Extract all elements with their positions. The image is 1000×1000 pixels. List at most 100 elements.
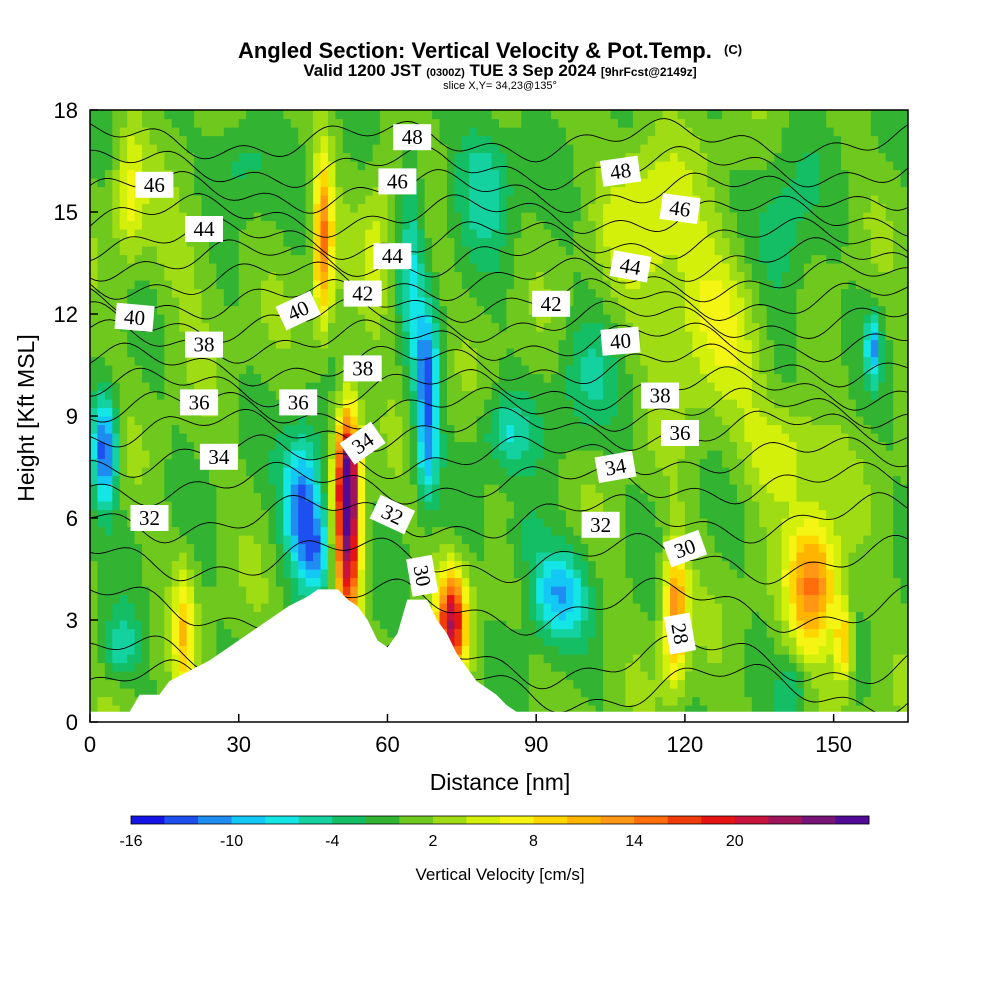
velocity-cell xyxy=(469,501,478,511)
velocity-cell xyxy=(476,433,485,443)
velocity-cell xyxy=(372,586,381,596)
velocity-cell xyxy=(751,620,760,630)
velocity-cell xyxy=(409,424,418,434)
velocity-cell xyxy=(97,560,106,570)
velocity-cell xyxy=(246,373,255,383)
velocity-cell xyxy=(580,450,589,460)
velocity-cell xyxy=(201,424,210,434)
velocity-cell xyxy=(446,441,455,451)
velocity-cell xyxy=(729,577,738,587)
velocity-cell xyxy=(513,492,522,502)
velocity-cell xyxy=(461,492,470,502)
velocity-cell xyxy=(841,399,850,409)
velocity-cell xyxy=(506,603,515,613)
velocity-cell xyxy=(692,637,701,647)
velocity-cell xyxy=(796,620,805,630)
velocity-cell xyxy=(342,518,351,528)
velocity-cell xyxy=(186,365,195,375)
velocity-cell xyxy=(870,577,879,587)
velocity-cell xyxy=(789,552,798,562)
velocity-cell xyxy=(878,356,887,366)
velocity-cell xyxy=(655,645,664,655)
velocity-cell xyxy=(127,526,136,536)
velocity-cell xyxy=(878,424,887,434)
velocity-cell xyxy=(632,671,641,681)
velocity-cell xyxy=(692,628,701,638)
velocity-cell xyxy=(491,475,500,485)
velocity-cell xyxy=(870,424,879,434)
velocity-cell xyxy=(417,526,426,536)
velocity-cell xyxy=(811,679,820,689)
velocity-cell xyxy=(238,373,247,383)
velocity-cell xyxy=(699,688,708,698)
velocity-cell xyxy=(632,365,641,375)
velocity-cell xyxy=(261,492,270,502)
velocity-cell xyxy=(625,628,634,638)
velocity-cell xyxy=(714,560,723,570)
velocity-cell xyxy=(617,586,627,596)
velocity-cell xyxy=(878,339,887,349)
velocity-cell xyxy=(789,518,798,528)
velocity-cell xyxy=(551,569,560,579)
velocity-cell xyxy=(841,688,850,698)
velocity-cell xyxy=(231,365,240,375)
velocity-cell xyxy=(662,339,671,349)
velocity-cell xyxy=(625,569,634,579)
velocity-cell xyxy=(491,518,500,528)
velocity-cell xyxy=(729,518,738,528)
velocity-cell xyxy=(387,356,396,366)
velocity-cell xyxy=(670,705,679,715)
velocity-cell xyxy=(127,552,136,562)
velocity-cell xyxy=(870,696,879,706)
velocity-cell xyxy=(833,552,842,562)
velocity-cell xyxy=(588,535,597,545)
velocity-cell xyxy=(380,603,389,613)
velocity-cell xyxy=(432,552,441,562)
velocity-cell xyxy=(565,467,574,477)
velocity-cell xyxy=(893,543,902,553)
velocity-cell xyxy=(818,399,827,409)
velocity-cell xyxy=(223,594,232,604)
velocity-cell xyxy=(275,484,284,494)
velocity-cell xyxy=(558,416,567,426)
velocity-cell xyxy=(543,356,552,366)
velocity-cell xyxy=(595,560,604,570)
velocity-cell xyxy=(543,458,552,468)
velocity-cell xyxy=(707,492,716,502)
velocity-cell xyxy=(350,492,359,502)
velocity-cell xyxy=(223,560,232,570)
velocity-cell xyxy=(223,399,232,409)
velocity-cell xyxy=(90,382,99,392)
velocity-cell xyxy=(142,467,151,477)
velocity-cell xyxy=(409,594,418,604)
velocity-cell xyxy=(394,424,403,434)
velocity-cell xyxy=(796,339,805,349)
velocity-cell xyxy=(803,339,812,349)
velocity-cell xyxy=(208,645,218,655)
velocity-cell xyxy=(521,416,530,426)
velocity-cell xyxy=(216,501,225,511)
velocity-cell xyxy=(565,654,574,664)
velocity-cell xyxy=(208,586,218,596)
velocity-cell xyxy=(149,526,158,536)
velocity-cell xyxy=(855,339,864,349)
velocity-cell xyxy=(513,560,522,570)
velocity-cell xyxy=(863,620,872,630)
velocity-cell xyxy=(506,594,515,604)
velocity-cell xyxy=(759,560,768,570)
velocity-cell xyxy=(90,594,99,604)
velocity-cell xyxy=(610,501,619,511)
velocity-cell xyxy=(275,356,284,366)
velocity-cell xyxy=(803,441,812,451)
velocity-cell xyxy=(216,509,225,519)
velocity-cell xyxy=(342,501,351,511)
velocity-cell xyxy=(885,594,894,604)
velocity-cell xyxy=(677,407,686,417)
velocity-cell xyxy=(714,433,723,443)
velocity-cell xyxy=(647,339,656,349)
velocity-cell xyxy=(736,662,745,672)
velocity-cell xyxy=(565,628,574,638)
velocity-cell xyxy=(454,407,463,417)
velocity-cell xyxy=(855,654,864,664)
velocity-cell xyxy=(231,594,240,604)
